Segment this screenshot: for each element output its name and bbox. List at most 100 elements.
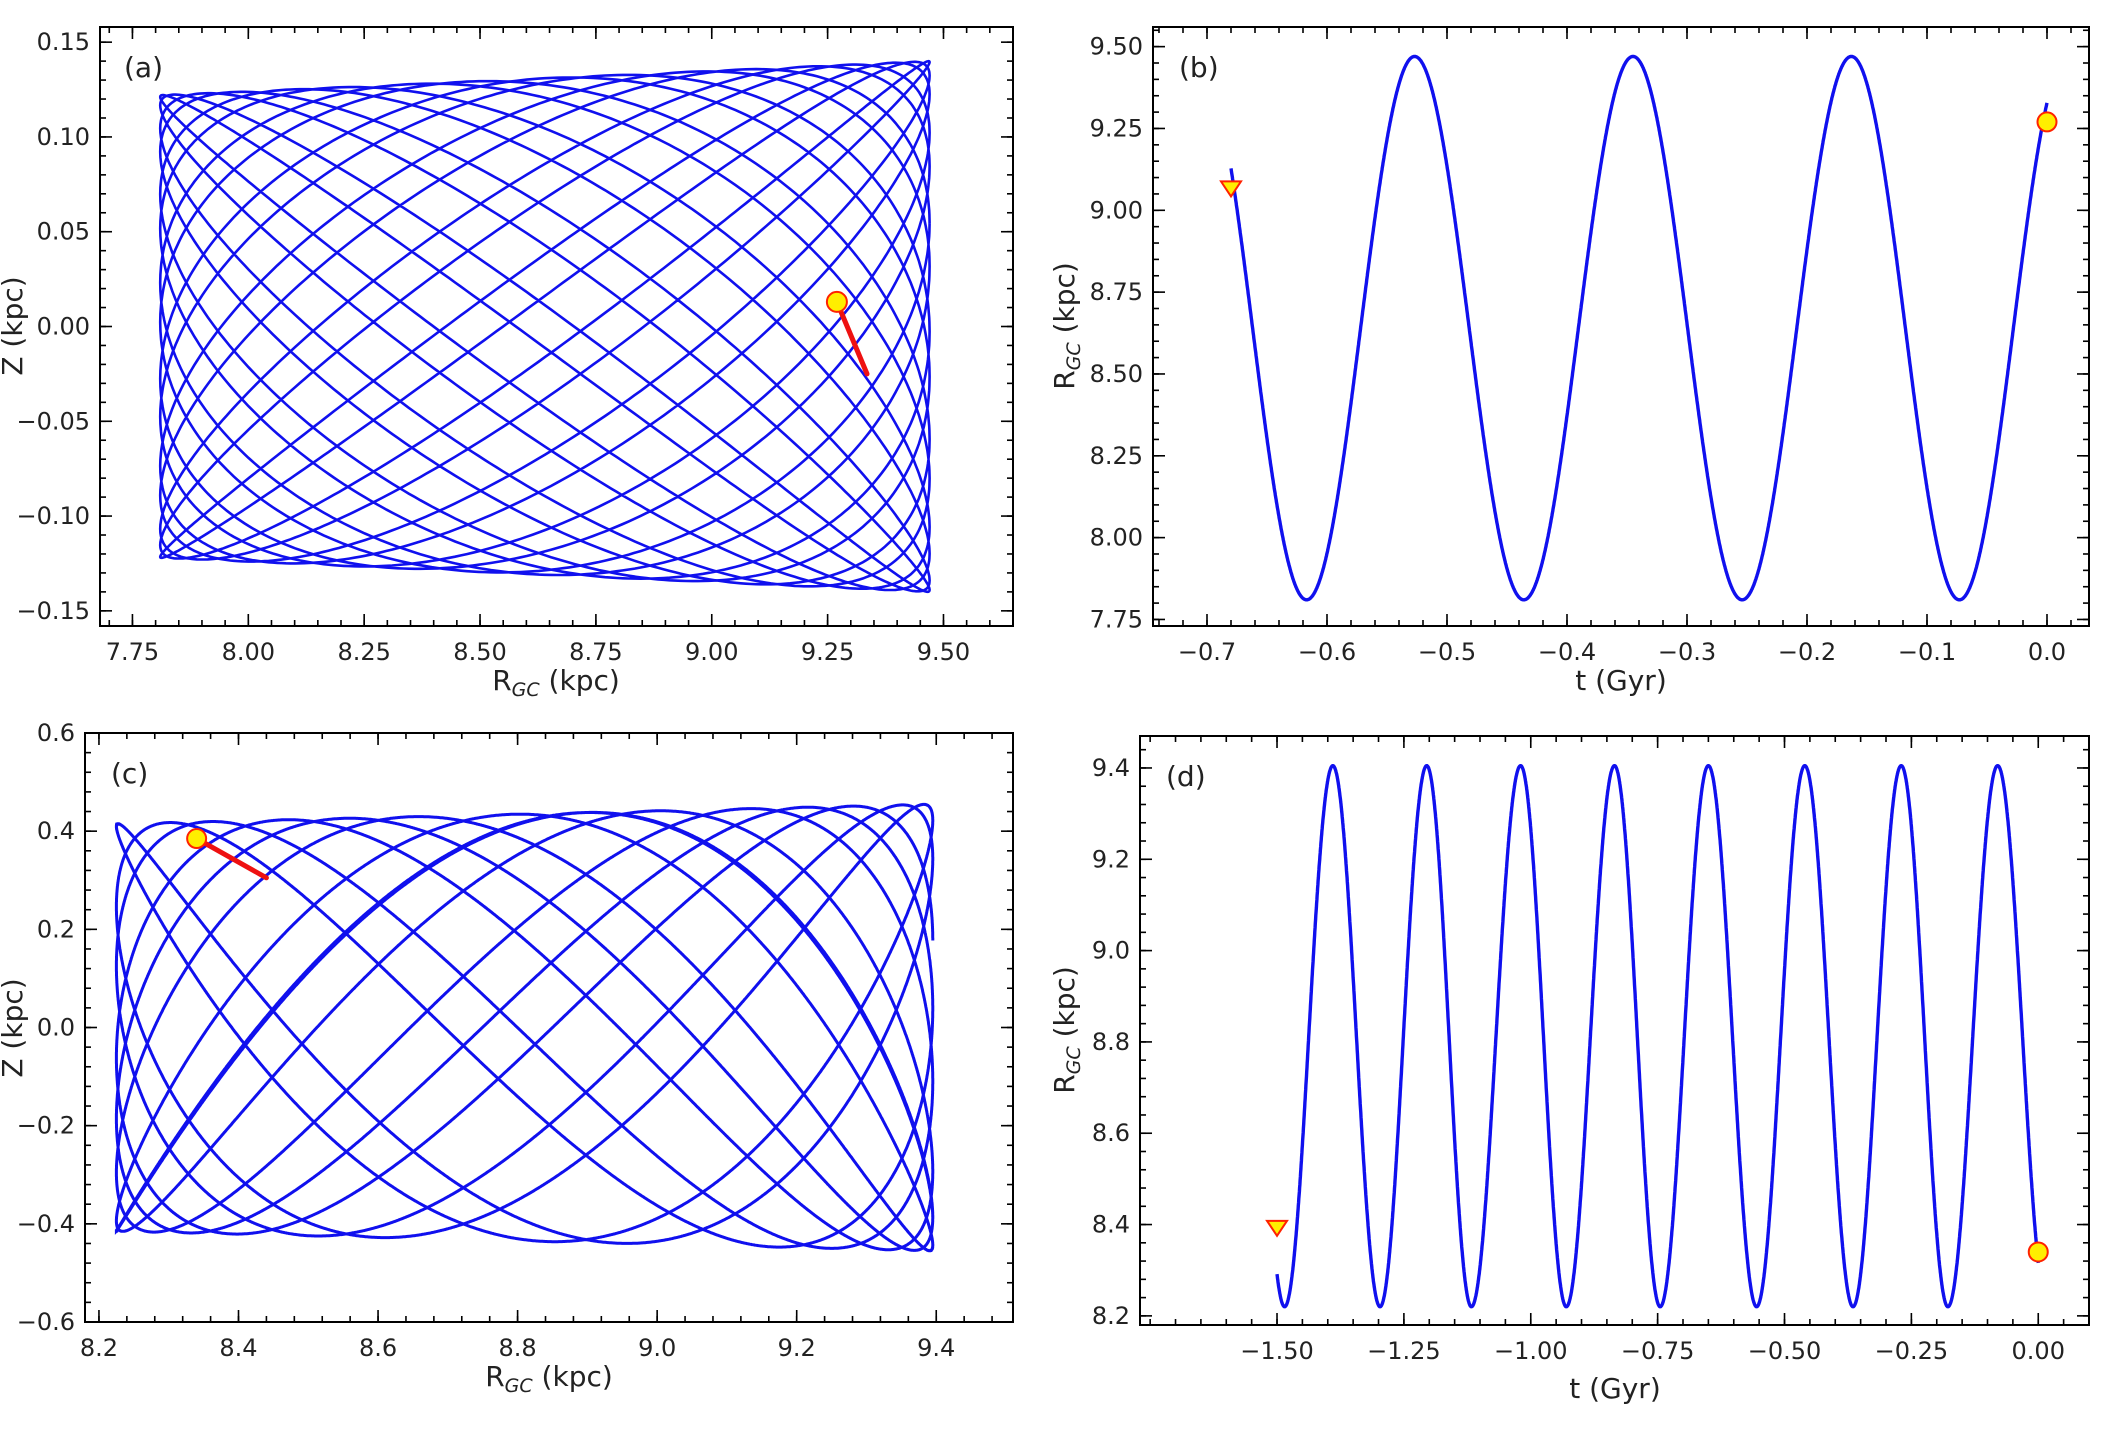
panel-a-ticks: 7.75 8.00 8.25 8.50 8.75 9.00 9.25 9.50 −0.15 −0.… xyxy=(16,27,1013,666)
panel-c-direction-arrow xyxy=(194,836,269,881)
panel-c-xtick-label: 8.4 xyxy=(219,1334,257,1362)
panel-b-radius-curve xyxy=(1229,54,2049,602)
panel-d-xtick-label: −1.00 xyxy=(1494,1337,1568,1365)
panel-b-xtick-label: −0.2 xyxy=(1778,638,1836,666)
panel-b-ticks: −0.7 −0.6 −0.5 −0.4 −0.3 −0.2 −0.1 0.0 7.75 8.00 8… xyxy=(1090,27,2089,666)
panel-b-ytick-label: 9.50 xyxy=(1090,33,1143,61)
panel-b-ytick-label: 8.00 xyxy=(1090,524,1143,552)
panel-b-xtick-label: −0.7 xyxy=(1178,638,1236,666)
panel-c-xtick-label: 9.2 xyxy=(778,1334,816,1362)
panel-d-xtick-label: 0.00 xyxy=(2012,1337,2065,1365)
panel-d-ylabel: RGC (kpc) xyxy=(1048,966,1085,1094)
panel-d-ticks: −1.50 −1.25 −1.00 −0.75 −0.50 −0.25 0.00 8.2 8.4… xyxy=(1092,736,2089,1365)
panel-a-orbit-line xyxy=(158,59,931,594)
panel-d-ytick-label: 8.6 xyxy=(1092,1119,1130,1147)
panel-b-label: (b) xyxy=(1179,51,1219,84)
panel-a-xtick-label: 9.25 xyxy=(801,638,854,666)
panel-a-ytick-label: −0.05 xyxy=(16,407,90,435)
panel-b-ytick-label: 8.50 xyxy=(1090,360,1143,388)
panel-d-curve-layer xyxy=(1275,764,2040,1309)
panel-c-xtick-label: 9.0 xyxy=(638,1334,676,1362)
panel-a-ytick-label: −0.10 xyxy=(16,502,90,530)
panel-c-xtick-label: 8.8 xyxy=(499,1334,537,1362)
panel-a-orbit-layer xyxy=(158,59,931,594)
panel-b-xlabel: t (Gyr) xyxy=(1575,664,1667,697)
panel-d-radius-curve xyxy=(1275,764,2040,1309)
panel-a-ytick-label: 0.00 xyxy=(37,313,90,341)
panel-a-xtick-label: 7.75 xyxy=(106,638,159,666)
panel-d-start-marker xyxy=(1265,1219,1289,1238)
panel-d-ytick-label: 8.4 xyxy=(1092,1211,1130,1239)
panel-d-xtick-label: −0.25 xyxy=(1875,1337,1949,1365)
panel-c-orbit-layer xyxy=(114,802,935,1253)
panel-b-xtick-label: −0.6 xyxy=(1298,638,1356,666)
panel-c-xtick-label: 8.2 xyxy=(80,1334,118,1362)
panel-a-current-position-marker xyxy=(825,290,848,313)
panel-a-xtick-label: 8.00 xyxy=(222,638,275,666)
panel-a-xlabel: RGC (kpc) xyxy=(492,664,620,701)
panel-d-ytick-label: 8.2 xyxy=(1092,1302,1130,1330)
panel-a-direction-arrow xyxy=(834,299,870,377)
panel-d-ytick-label: 9.4 xyxy=(1092,754,1130,782)
panel-a-ytick-label: 0.15 xyxy=(37,28,90,56)
panel-c-xtick-label: 9.4 xyxy=(917,1334,955,1362)
panel-d-end-marker xyxy=(2027,1241,2049,1263)
panel-d-xtick-label: −0.75 xyxy=(1621,1337,1695,1365)
panel-b-end-marker xyxy=(2036,111,2058,133)
panel-a-ytick-label: 0.10 xyxy=(37,123,90,151)
panel-b-curve-layer xyxy=(1229,54,2049,602)
panel-d-xtick-label: −1.25 xyxy=(1367,1337,1441,1365)
panel-b-frame xyxy=(1152,26,2090,627)
panel-b-xtick-label: 0.0 xyxy=(2028,638,2066,666)
panel-d-xtick-label: −0.50 xyxy=(1748,1337,1822,1365)
panel-b-start-marker xyxy=(1219,180,1243,199)
panel-c: 8.2 8.4 8.6 8.8 9.0 9.2 9.4 −0.6 −0.4 −0.2 0.0 0.2 0… xyxy=(0,719,1014,1397)
panel-b-ytick-label: 9.00 xyxy=(1090,196,1143,224)
panel-b-ytick-label: 8.25 xyxy=(1090,442,1143,470)
panel-a-ytick-label: 0.05 xyxy=(37,218,90,246)
panel-c-ytick-label: −0.4 xyxy=(17,1210,75,1238)
panel-c-ytick-label: 0.0 xyxy=(37,1014,75,1042)
panel-c-ytick-label: 0.6 xyxy=(37,719,75,747)
panel-b-ylabel: RGC (kpc) xyxy=(1048,262,1085,390)
panel-c-current-position-marker xyxy=(186,828,208,850)
panel-b-xtick-label: −0.5 xyxy=(1418,638,1476,666)
panel-c-xlabel: RGC (kpc) xyxy=(485,1360,613,1397)
panel-c-ytick-label: 0.4 xyxy=(37,817,75,845)
panel-b-xtick-label: −0.4 xyxy=(1538,638,1596,666)
panel-c-frame xyxy=(84,732,1014,1323)
panel-a-xtick-label: 8.75 xyxy=(569,638,622,666)
panel-c-ticks: 8.2 8.4 8.6 8.8 9.0 9.2 9.4 −0.6 −0.4 −0.2 0.0 0.2 0… xyxy=(17,719,1013,1362)
panel-d-ytick-label: 9.0 xyxy=(1092,937,1130,965)
panel-c-ytick-label: 0.2 xyxy=(37,915,75,943)
panel-a-xtick-label: 9.00 xyxy=(685,638,738,666)
panel-c-ylabel: Z (kpc) xyxy=(0,978,29,1077)
panel-b: −0.7 −0.6 −0.5 −0.4 −0.3 −0.2 −0.1 0.0 7.75 8.00 8… xyxy=(1048,26,2090,697)
panel-a-ylabel: Z (kpc) xyxy=(0,276,29,375)
panel-a-label: (a) xyxy=(124,51,163,84)
panel-a-ytick-label: −0.15 xyxy=(16,597,90,625)
panel-a-xtick-label: 8.25 xyxy=(337,638,390,666)
panel-d-label: (d) xyxy=(1166,760,1206,793)
panel-c-orbit-line xyxy=(114,802,935,1253)
panel-d-xlabel: t (Gyr) xyxy=(1569,1372,1661,1405)
panel-a-xtick-label: 8.50 xyxy=(453,638,506,666)
panel-d-xtick-label: −1.50 xyxy=(1240,1337,1314,1365)
panel-c-ytick-label: −0.6 xyxy=(17,1308,75,1336)
panel-d-ytick-label: 9.2 xyxy=(1092,845,1130,873)
panel-b-ytick-label: 7.75 xyxy=(1090,605,1143,633)
panel-a-frame xyxy=(99,26,1014,627)
panel-a: 7.75 8.00 8.25 8.50 8.75 9.00 9.25 9.50 −0.15 −0.… xyxy=(0,26,1014,701)
panel-d: −1.50 −1.25 −1.00 −0.75 −0.50 −0.25 0.00 8.2 8.4… xyxy=(1048,735,2090,1405)
panel-b-ytick-label: 9.25 xyxy=(1090,114,1143,142)
panel-b-ytick-label: 8.75 xyxy=(1090,278,1143,306)
panel-d-frame xyxy=(1139,735,2090,1326)
panel-b-xtick-label: −0.1 xyxy=(1898,638,1956,666)
panel-b-xtick-label: −0.3 xyxy=(1658,638,1716,666)
panel-c-label: (c) xyxy=(111,757,148,790)
panel-a-xtick-label: 9.50 xyxy=(917,638,970,666)
panel-d-ytick-label: 8.8 xyxy=(1092,1028,1130,1056)
panel-c-ytick-label: −0.2 xyxy=(17,1112,75,1140)
panel-c-xtick-label: 8.6 xyxy=(359,1334,397,1362)
